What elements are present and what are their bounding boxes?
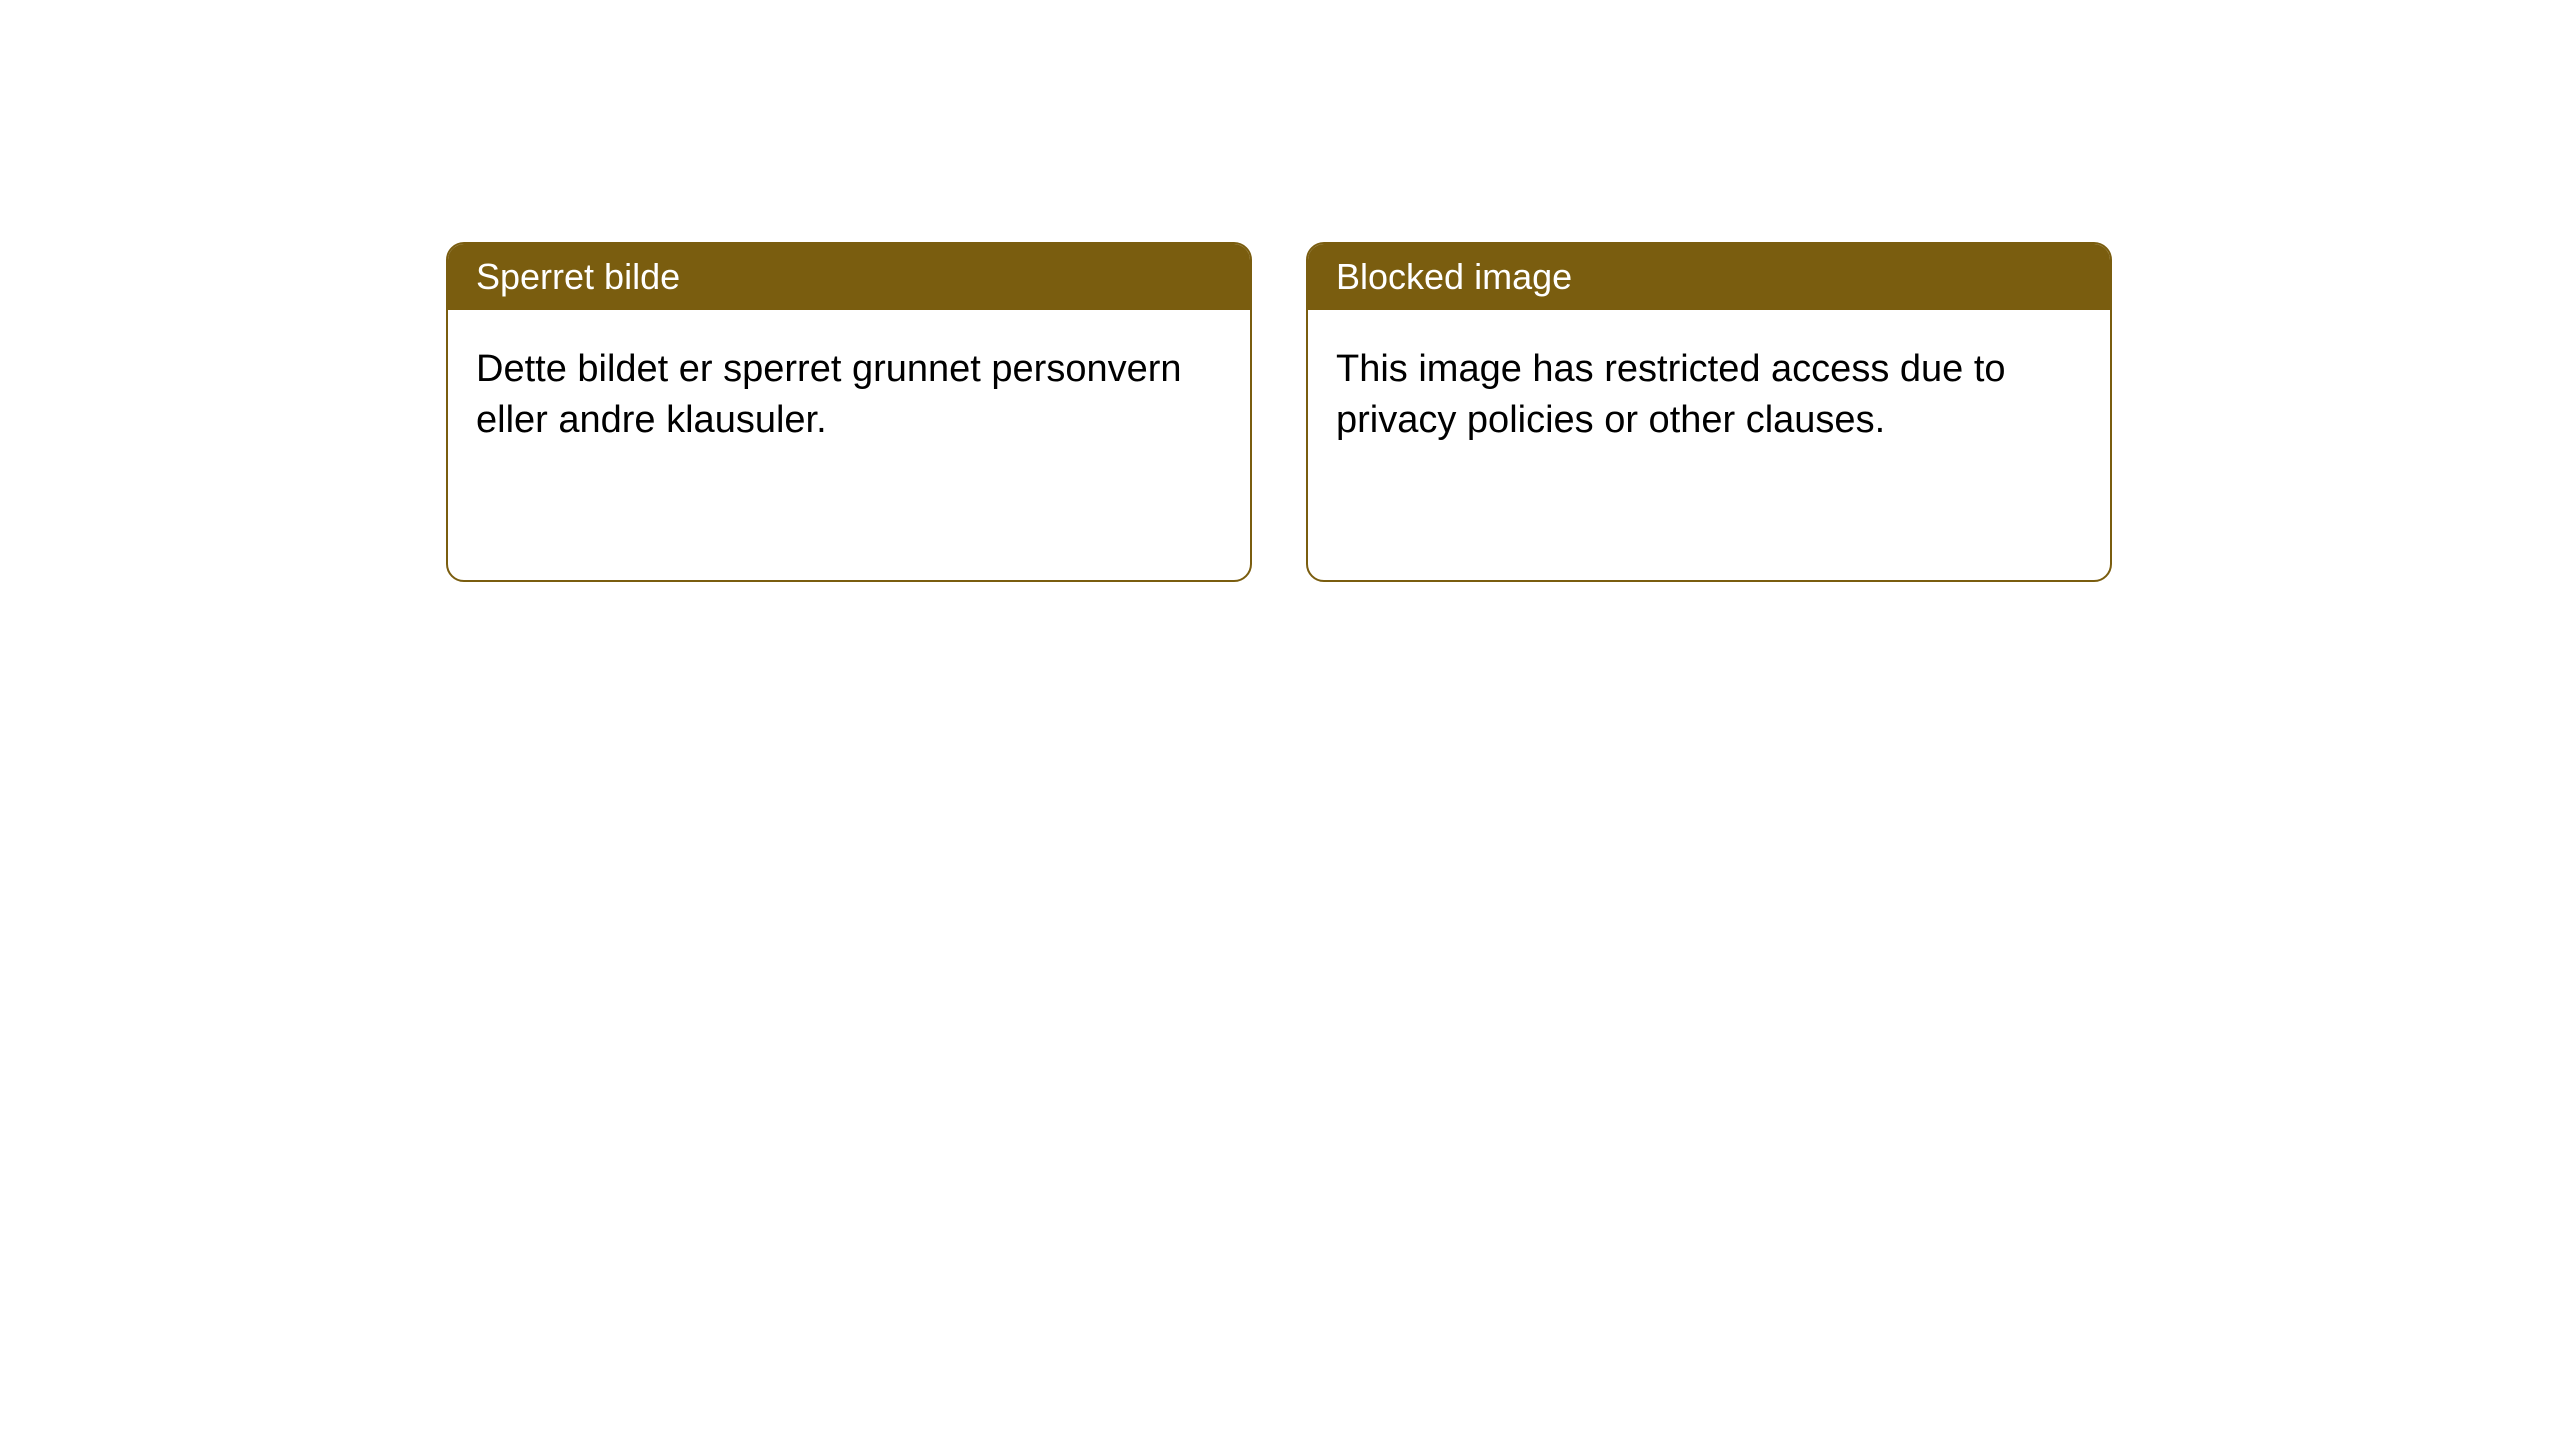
notice-card-english: Blocked image This image has restricted … [1306,242,2112,582]
notice-container: Sperret bilde Dette bildet er sperret gr… [446,242,2112,582]
notice-title-english: Blocked image [1308,244,2110,310]
notice-title-norwegian: Sperret bilde [448,244,1250,310]
notice-body-english: This image has restricted access due to … [1308,310,2110,481]
notice-body-norwegian: Dette bildet er sperret grunnet personve… [448,310,1250,481]
notice-card-norwegian: Sperret bilde Dette bildet er sperret gr… [446,242,1252,582]
